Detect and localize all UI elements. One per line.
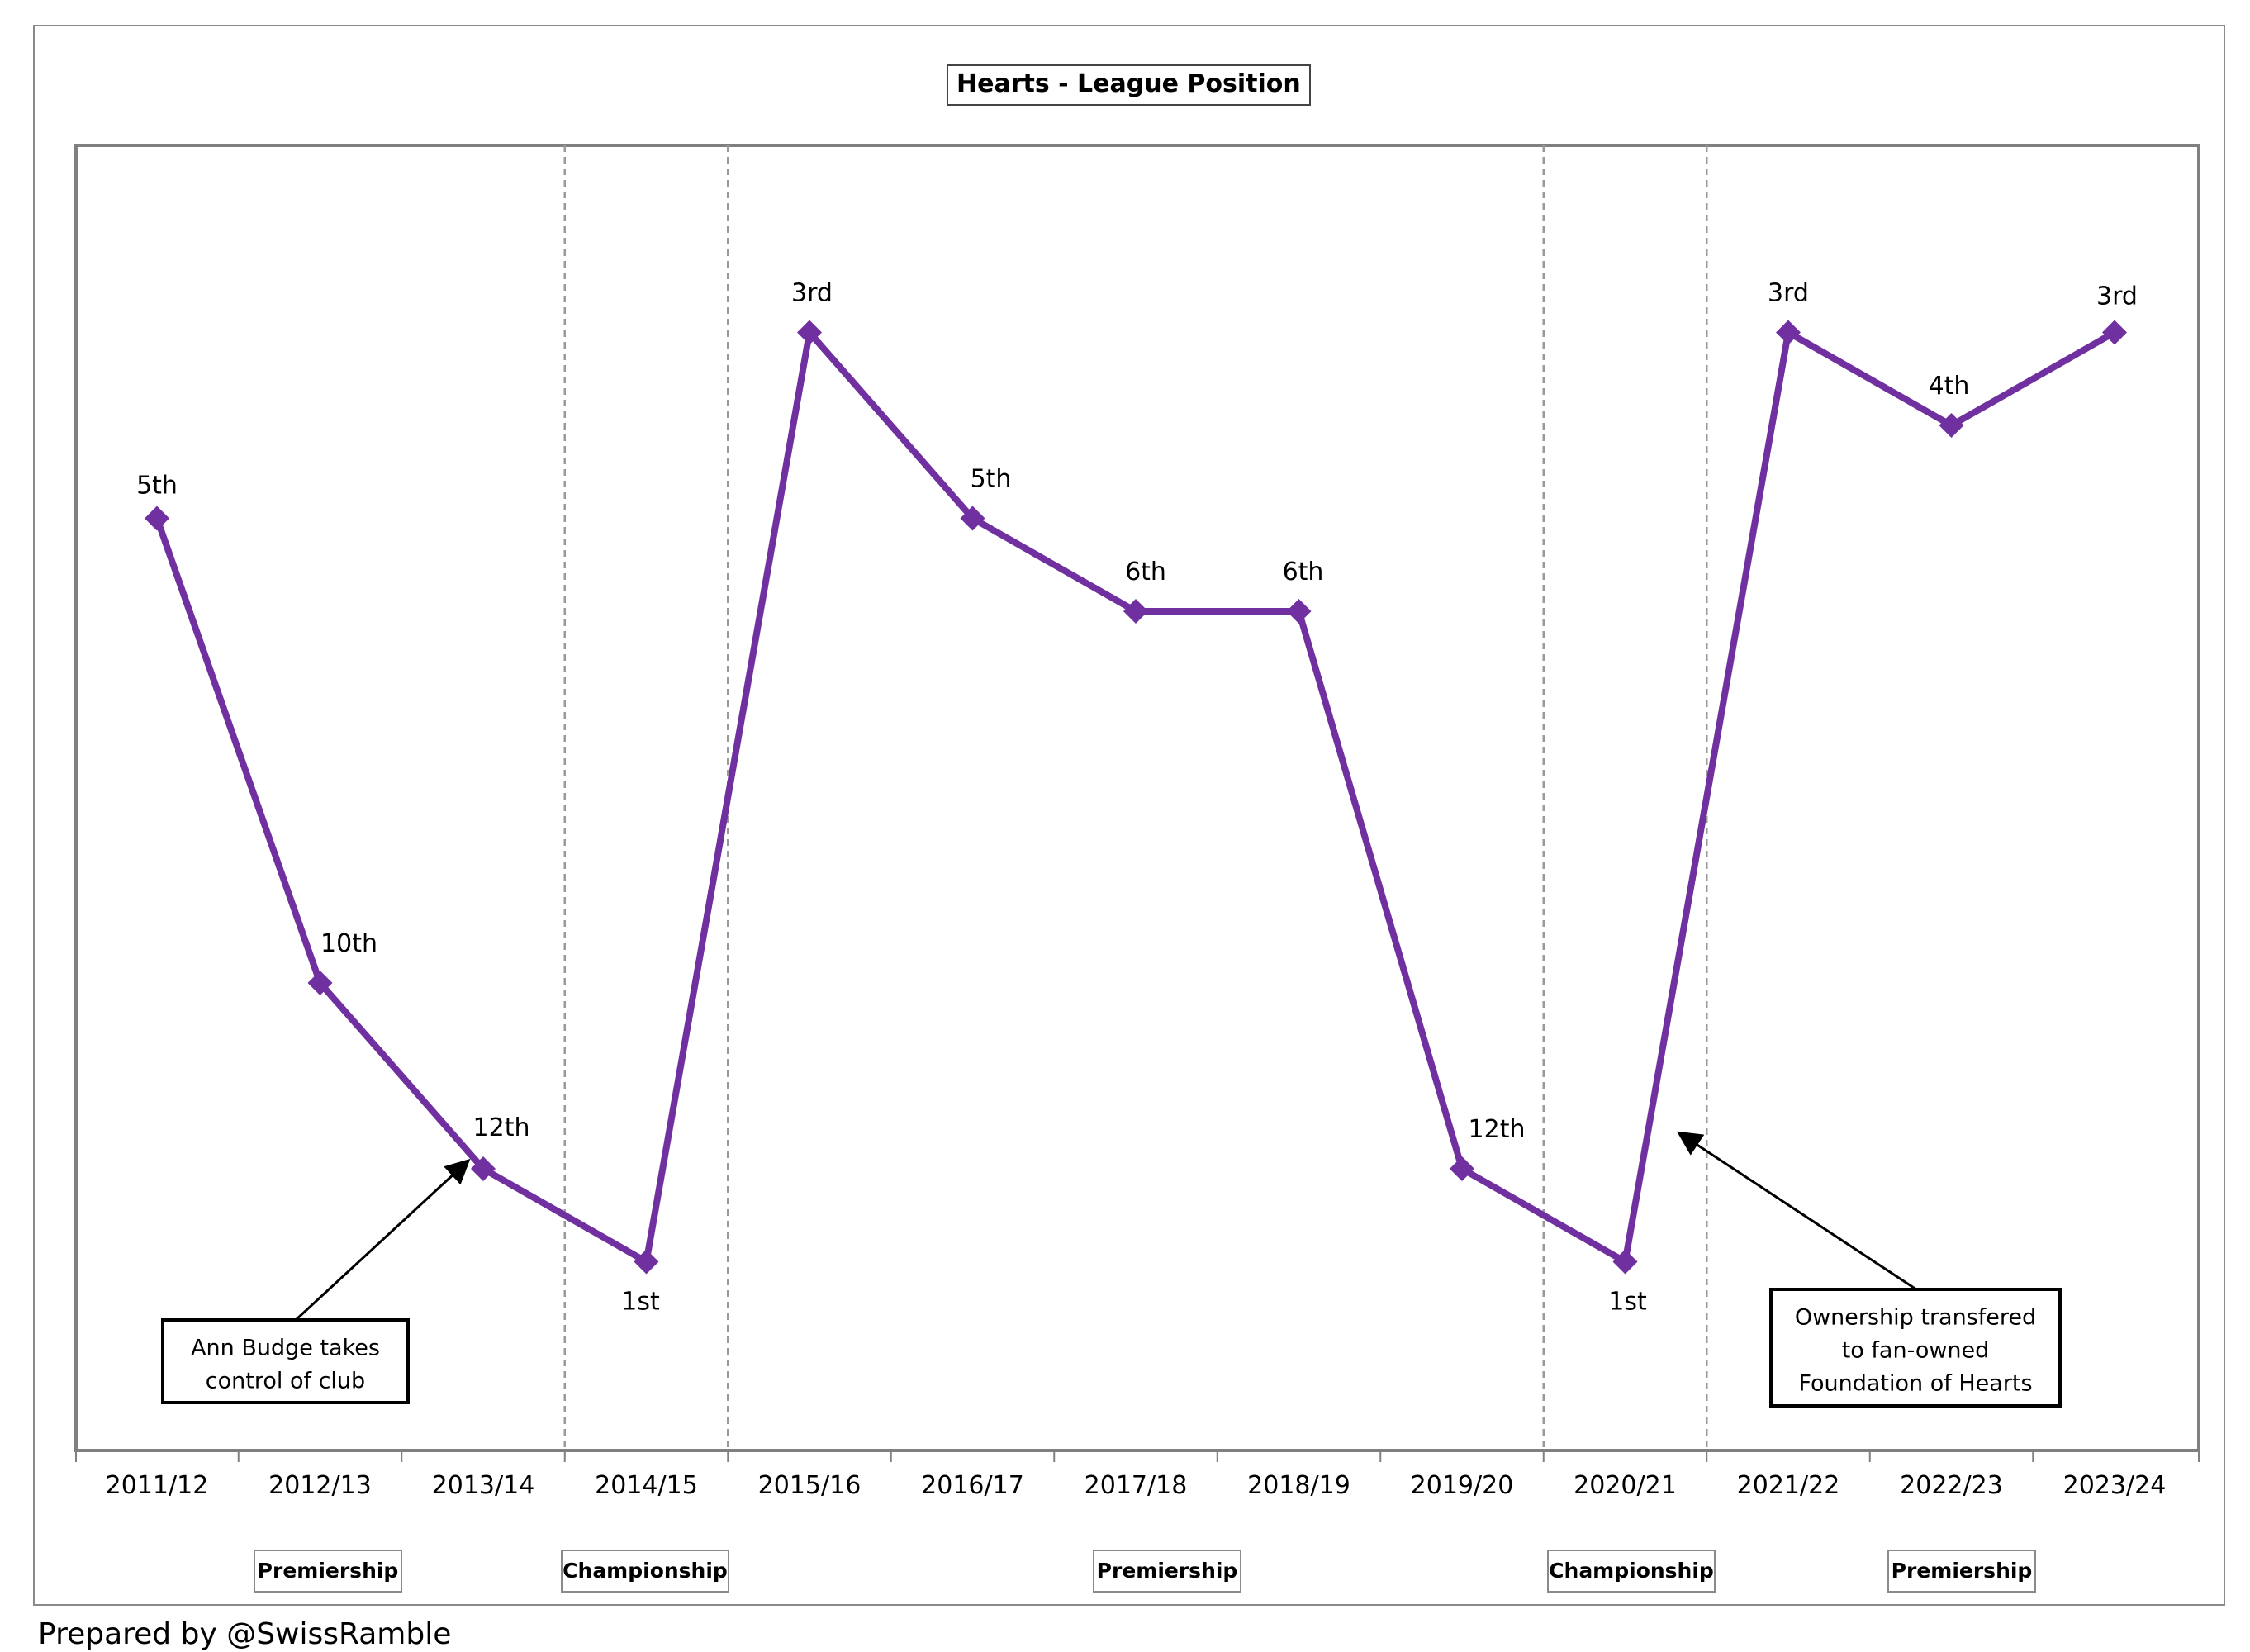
x-tick-label: 2015/16 <box>758 1471 862 1500</box>
annotation-text-line: control of club <box>206 1369 365 1394</box>
data-label: 10th <box>320 929 377 958</box>
data-point-marker <box>307 971 333 995</box>
x-tick-label: 2016/17 <box>921 1471 1024 1500</box>
league-label: Championship <box>1549 1559 1714 1583</box>
x-tick-label: 2013/14 <box>432 1471 535 1500</box>
league-label: Premiership <box>1097 1559 1238 1583</box>
x-tick-label: 2017/18 <box>1085 1471 1188 1500</box>
data-label: 6th <box>1125 558 1166 586</box>
data-label: 5th <box>136 472 178 501</box>
league-label-box <box>1887 1550 2036 1593</box>
league-label-box <box>1093 1550 1241 1593</box>
league-label: Premiership <box>1892 1559 2033 1583</box>
annotation-arrow <box>294 1158 471 1322</box>
data-point-marker <box>634 1249 659 1275</box>
annotation-box <box>1769 1288 2062 1408</box>
plot-area-border <box>74 144 2200 1452</box>
data-label: 4th <box>1929 372 1970 401</box>
annotation-text-line: to fan-owned <box>1842 1338 1990 1364</box>
league-label: Premiership <box>258 1559 399 1583</box>
annotation-arrow <box>1676 1131 1917 1291</box>
x-tick-label: 2011/12 <box>106 1471 209 1500</box>
data-point-marker <box>2102 320 2127 345</box>
data-point-marker <box>1286 599 1312 624</box>
x-tick-label: 2022/23 <box>1900 1471 2003 1500</box>
annotation-box <box>161 1318 410 1404</box>
x-tick-label: 2012/13 <box>268 1471 372 1500</box>
data-label: 12th <box>473 1113 530 1142</box>
x-tick-label: 2019/20 <box>1411 1471 1514 1500</box>
data-label: 3rd <box>2096 282 2138 311</box>
x-tick-label: 2014/15 <box>595 1471 698 1500</box>
data-point-marker <box>471 1156 496 1181</box>
series-line <box>154 329 2116 1265</box>
league-label-box <box>561 1550 729 1593</box>
data-point-marker <box>797 320 822 345</box>
annotation-text-line: Ann Budge takes <box>191 1336 380 1361</box>
x-tick-label: 2023/24 <box>2063 1471 2167 1500</box>
data-point-marker <box>1776 320 1801 345</box>
data-label: 6th <box>1283 558 1324 586</box>
x-tick-label: 2021/22 <box>1737 1471 1840 1500</box>
data-label: 3rd <box>791 279 833 308</box>
data-point-marker <box>145 506 169 531</box>
data-point-marker <box>1939 413 1964 438</box>
x-tick-label: 2020/21 <box>1574 1471 1677 1500</box>
league-label-box <box>254 1550 402 1593</box>
data-point-marker <box>960 506 985 531</box>
x-tick-label: 2018/19 <box>1247 1471 1350 1500</box>
annotation-text-line: Ownership transfered <box>1795 1305 2036 1331</box>
league-label-box <box>1547 1550 1716 1593</box>
data-point-marker <box>1123 599 1148 624</box>
chart-title: Hearts - League Position <box>947 64 1311 106</box>
data-point-marker <box>1612 1249 1638 1275</box>
data-label: 1st <box>621 1288 660 1317</box>
league-label: Championship <box>562 1559 728 1583</box>
data-label: 1st <box>1608 1288 1647 1317</box>
data-label: 5th <box>971 465 1012 494</box>
data-point-marker <box>1450 1156 1474 1181</box>
data-label: 12th <box>1469 1115 1526 1144</box>
footer-credit: Prepared by @SwissRamble <box>38 1617 452 1651</box>
annotation-text-line: Foundation of Hearts <box>1798 1371 2032 1397</box>
data-label: 3rd <box>1768 279 1809 308</box>
